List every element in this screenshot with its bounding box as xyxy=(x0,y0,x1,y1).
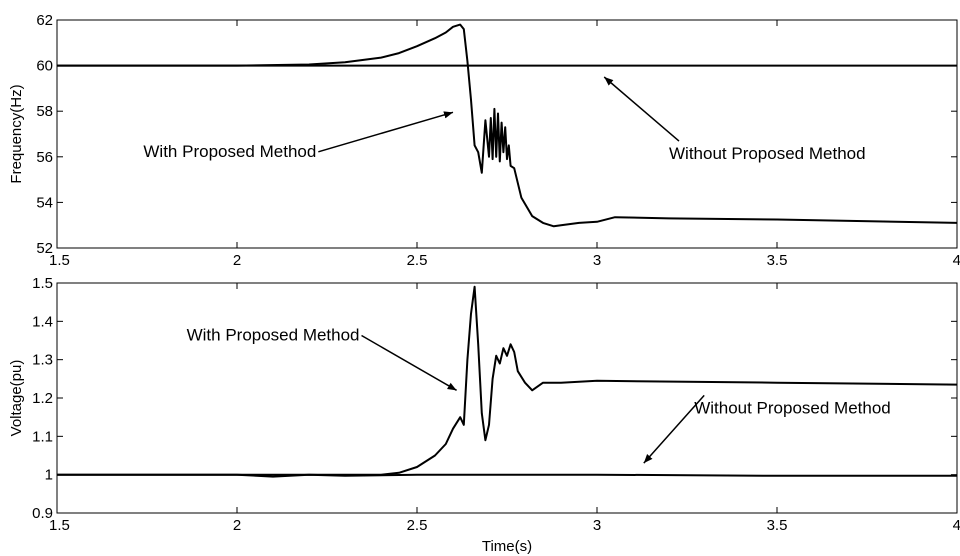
voltage-y-tick-label: 1.4 xyxy=(32,313,53,330)
voltage-annotation-arrow xyxy=(361,334,457,391)
frequency-y-tick-label: 56 xyxy=(36,149,53,166)
frequency-x-tick-label: 2 xyxy=(233,252,241,269)
voltage-y-tick-label: 1.1 xyxy=(32,428,53,445)
voltage-x-tick-label: 3 xyxy=(593,517,601,534)
voltage-annotation-arrow xyxy=(643,394,705,464)
frequency-chart: 1.5 2 2.5 3 3.5 4 52 54 56 58 60 62 Frequency(Hz) Wit… xyxy=(8,12,960,269)
frequency-annotation-label: With Proposed Method xyxy=(143,142,316,161)
voltage-y-tick-label: 1.3 xyxy=(32,352,53,369)
frequency-y-tick-label: 58 xyxy=(36,103,53,120)
voltage-x-tick-label: 1.5 xyxy=(49,517,70,534)
voltage-y-axis-label: Voltage(pu) xyxy=(8,360,25,437)
voltage-annotation-label: Without Proposed Method xyxy=(694,398,891,417)
frequency-plot-frame xyxy=(56,19,958,249)
frequency-annotation-arrow xyxy=(603,76,680,142)
voltage-x-tick-label: 2.5 xyxy=(407,517,428,534)
voltage-y-tick-label: 0.9 xyxy=(32,505,53,522)
frequency-x-tick-label: 3.5 xyxy=(767,252,788,269)
frequency-y-tick-label: 52 xyxy=(36,240,53,257)
voltage-x-tick-label: 2 xyxy=(233,517,241,534)
voltage-series-without-method xyxy=(57,473,957,478)
voltage-y-tick-label: 1.5 xyxy=(32,275,53,292)
voltage-series-with-method xyxy=(57,285,958,476)
voltage-x-tick-label: 4 xyxy=(953,517,960,534)
frequency-annotation-label: Without Proposed Method xyxy=(669,144,866,163)
voltage-chart: 1.5 2 2.5 3 3.5 4 0.9 1 1.1 1.2 1.3 1.4 1.5 Voltage(p… xyxy=(8,275,960,555)
frequency-x-tick-label: 2.5 xyxy=(407,252,428,269)
frequency-y-tick-label: 54 xyxy=(36,194,53,211)
frequency-y-tick-label: 62 xyxy=(36,12,53,29)
voltage-y-tick-label: 1.2 xyxy=(32,390,53,407)
frequency-series-with-method xyxy=(57,23,958,228)
voltage-annotation-label: With Proposed Method xyxy=(187,326,360,345)
voltage-x-axis-label: Time(s) xyxy=(482,538,532,555)
frequency-x-tick-label: 4 xyxy=(953,252,960,269)
voltage-x-tick-label: 3.5 xyxy=(767,517,788,534)
frequency-x-tick-label: 1.5 xyxy=(49,252,70,269)
frequency-annotation-arrow xyxy=(318,111,454,153)
frequency-x-tick-label: 3 xyxy=(593,252,601,269)
frequency-y-axis-label: Frequency(Hz) xyxy=(8,84,25,183)
voltage-y-tick-label: 1 xyxy=(45,467,53,484)
frequency-y-tick-label: 60 xyxy=(36,58,53,75)
